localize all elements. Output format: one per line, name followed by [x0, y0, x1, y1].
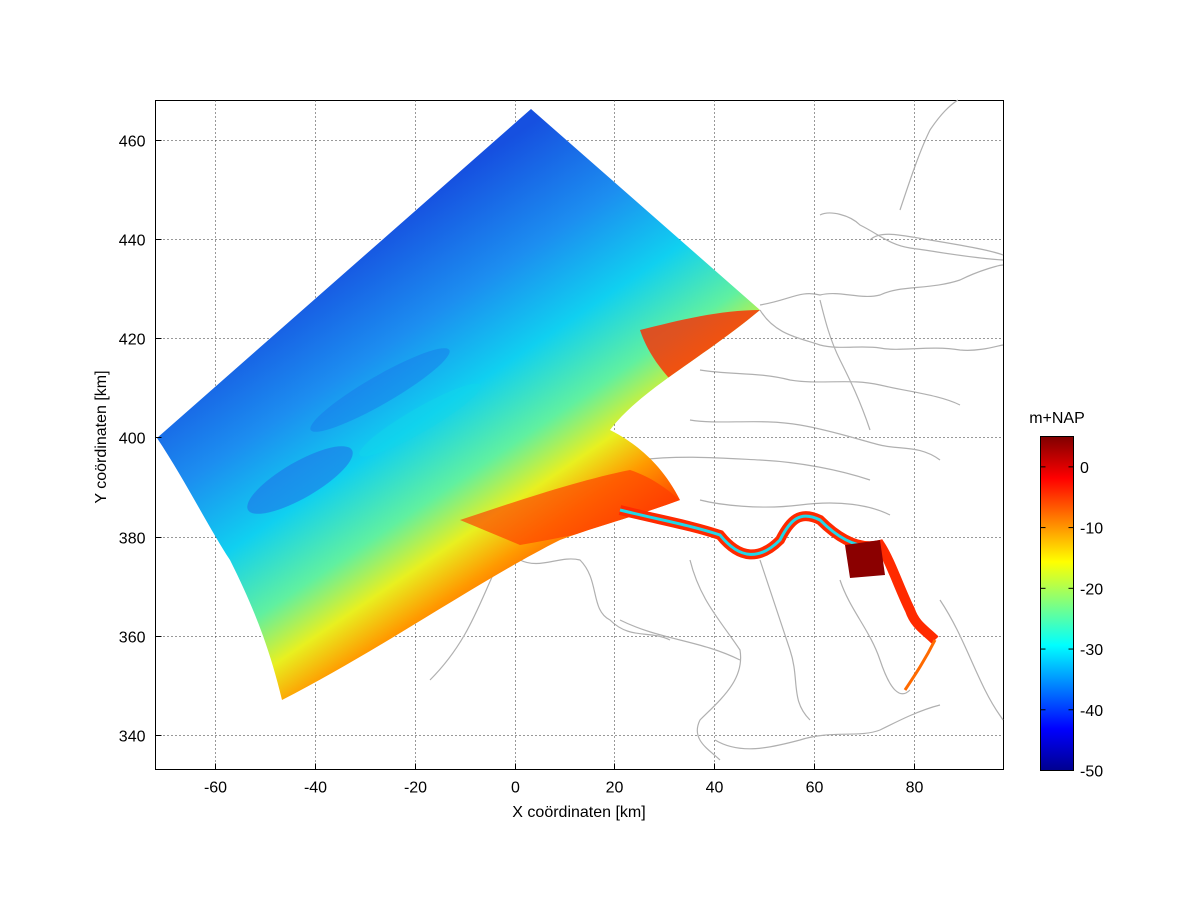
x-tick-label: -60	[204, 780, 227, 797]
y-tick-labels: 340 360 380 400 420 440 460	[119, 134, 162, 746]
coastline-outlines	[429, 99, 1004, 761]
x-tick-label: -20	[404, 780, 427, 797]
colorbar-tick-label: -40	[1080, 703, 1103, 720]
colorbar-ticks: 0 -10 -20 -30 -40 -50	[1040, 460, 1103, 781]
y-tick-label: 400	[119, 431, 146, 448]
x-tick-label: -40	[304, 780, 327, 797]
y-axis-label: Y coördinaten [km]	[93, 370, 110, 503]
colorbar: m+NAP 0 -10 -20 -30 -40 -50	[1029, 410, 1103, 781]
x-tick-label: 0	[511, 780, 520, 797]
x-tick-label: 40	[706, 780, 724, 797]
y-tick-label: 380	[119, 531, 146, 548]
y-tick-label: 420	[119, 332, 146, 349]
y-tick-label: 460	[119, 134, 146, 151]
colorbar-tick-label: -30	[1080, 642, 1103, 659]
colorbar-tick-label: -10	[1080, 521, 1103, 538]
y-tick-label: 360	[119, 630, 146, 647]
bathymetry-field	[157, 109, 939, 700]
x-tick-label: 60	[806, 780, 824, 797]
colorbar-tick-label: -20	[1080, 581, 1103, 598]
x-tick-label: 20	[606, 780, 624, 797]
colorbar-scale	[1040, 436, 1074, 771]
colorbar-tick-label: 0	[1080, 460, 1089, 477]
x-tick-label: 80	[906, 780, 924, 797]
y-tick-label: 440	[119, 233, 146, 250]
colorbar-tick-label: -50	[1080, 764, 1103, 781]
x-tick-labels: -60 -40 -20 0 20 40 60 80	[204, 763, 924, 797]
colorbar-label: m+NAP	[1029, 410, 1085, 427]
x-axis-label: X coördinaten [km]	[512, 804, 645, 821]
y-tick-label: 340	[119, 729, 146, 746]
